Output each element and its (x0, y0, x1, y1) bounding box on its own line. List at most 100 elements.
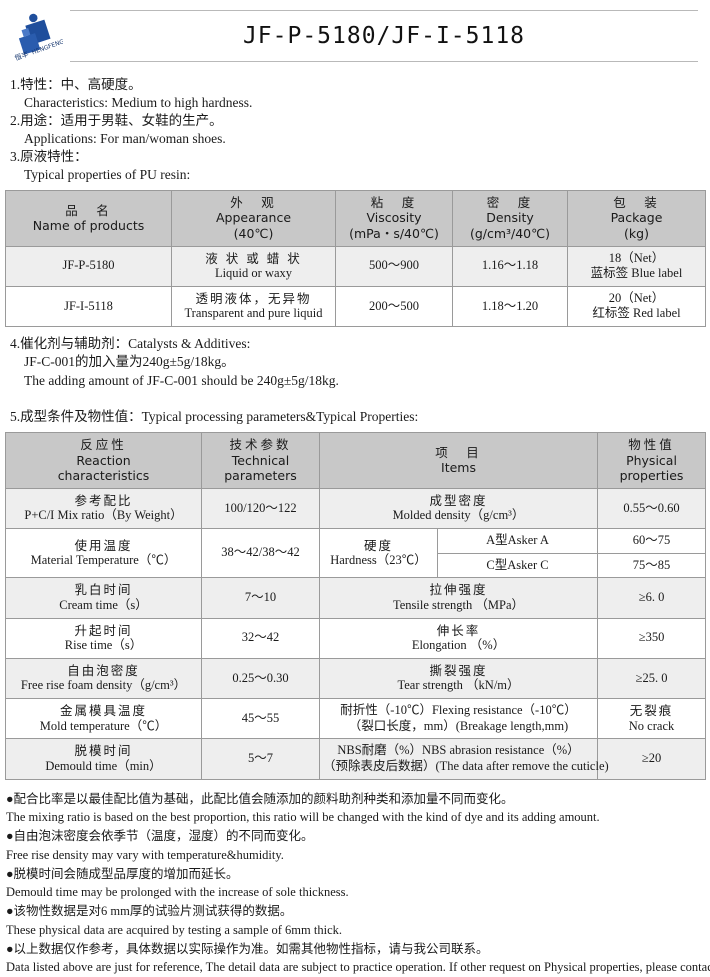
table2-row2-reaction: 使用温度 Material Temperature（℃） (5, 528, 202, 579)
table2-row5-phys: ≥25. 0 (597, 657, 707, 700)
table1-col-package-en: Package (610, 210, 663, 226)
table2-row4-phys: ≥350 (597, 617, 707, 659)
table2-row5-item-en: Tear strength （kN/m） (397, 678, 520, 693)
page-header: 恒丰 HENGFENG JF-P-5180/JF-I-5118 (0, 0, 710, 72)
table1-header-row: 品 名 Name of products 外 观 Appearance (40℃… (5, 189, 706, 247)
table2-col-technical-en2: parameters (224, 468, 297, 484)
table1-col-name: 品 名 Name of products (5, 189, 172, 247)
table1-col-appearance-en: Appearance (215, 210, 292, 226)
table1-col-density-unit: (g/cm³/40℃) (469, 225, 551, 241)
table2-asker-a-value: 60～75 (597, 528, 707, 554)
footer-notes: ●配合比率是以最佳配比值为基础，此配比值会随添加的颜料助剂种类和添加量不同而变化… (0, 780, 710, 977)
table2-row3-tech: 7～10 (201, 577, 320, 619)
table-row: 参考配比 P+C/I Mix ratio（By Weight） 100/120～… (5, 487, 707, 530)
table1-row1-package: 18（Net） 蓝标签 Blue label (567, 245, 706, 287)
intro-list: 1.特性：中、高硬度。 Characteristics: Medium to h… (0, 72, 710, 184)
table2-row6-item-line1: 耐折性（-10℃）Flexing resistance（-10℃） (340, 703, 577, 718)
table1-col-viscosity-en: Viscosity (366, 210, 422, 226)
table1-col-density: 密 度 Density (g/cm³/40℃) (452, 189, 568, 247)
intro-item-1-num: 1. (10, 77, 21, 92)
table2-col-items-en: Items (441, 460, 476, 476)
table-row: JF-P-5180 液 状 或 蜡 状 Liquid or waxy 500～9… (5, 245, 706, 287)
section5-cn: 成型条件及物性值：Typical processing parameters&T… (20, 408, 419, 424)
table2-row1-tech: 100/120～122 (201, 487, 320, 530)
table2-col-technical-cn: 技术参数 (229, 436, 292, 452)
table1-row2-appearance-en: Transparent and pure liquid (184, 306, 323, 321)
section4-line1: 4.催化剂与辅助剂：Catalysts & Additives: (10, 335, 710, 353)
table2-row3-item-cn: 拉伸强度 (429, 582, 488, 598)
section4-line3: The adding amount of JF-C-001 should be … (24, 372, 339, 388)
table2-row2-hardness-cn: 硬度 (363, 537, 393, 553)
table2-row1-phys: 0.55～0.60 (597, 487, 707, 530)
table2-row7-reaction: 脱模时间 Demould time（min） (5, 738, 202, 780)
table1-row2-package-net: 20（Net） (608, 290, 665, 305)
note-1-cn: ●配合比率是以最佳配比值为基础，此配比值会随添加的颜料助剂种类和添加量不同而变化… (6, 791, 514, 806)
table2-row2-asker-c-label: C型Asker C (436, 552, 599, 579)
table2-row5-item: 撕裂强度 Tear strength （kN/m） (318, 657, 599, 700)
intro-item-3-cn-text: 原液特性： (20, 148, 88, 164)
table2-col-physical-cn: 物性值 (628, 436, 675, 452)
table1-col-viscosity: 粘 度 Viscosity (mPa・s/40℃) (335, 189, 453, 247)
table2-row1-item-cn: 成型密度 (429, 492, 488, 508)
table2-asker-c-text: C型Asker C (486, 557, 549, 572)
table2-row6-item: 耐折性（-10℃）Flexing resistance（-10℃） （裂口长度，… (318, 698, 599, 740)
company-diamond-logo: 恒丰 HENGFENG (8, 8, 64, 64)
table1-row1-package-net: 18（Net） (608, 250, 665, 265)
table2-row4-reaction: 升起时间 Rise time（s） (5, 617, 202, 659)
table2-row1-reaction-cn: 参考配比 (74, 492, 133, 508)
table2-row3-phys: ≥6. 0 (597, 577, 707, 619)
intro-item-1-cn-text: 特性：中、高硬度。 (20, 77, 142, 92)
note-2-cn: ●自由泡沫密度会依季节（温度，湿度）的不同而变化。 (6, 829, 314, 844)
table2-row1-item: 成型密度 Molded density（g/cm³） (318, 487, 599, 530)
title-rule-box: JF-P-5180/JF-I-5118 (70, 10, 698, 62)
table1-col-package: 包 装 Package (kg) (567, 189, 706, 247)
table2-row2-hardness-en: Hardness（23℃） (330, 553, 427, 568)
table1-row1-appearance: 液 状 或 蜡 状 Liquid or waxy (171, 245, 336, 287)
svg-text:恒丰: 恒丰 (13, 49, 29, 62)
section4-line2: JF-C-001的加入量为240g±5g/18kg。 (24, 354, 235, 370)
table2-row4-item: 伸长率 Elongation （%） (318, 617, 599, 659)
table-row: 金属模具温度 Mold temperature（℃） 45～55 耐折性（-10… (5, 698, 707, 740)
table-row: 乳白时间 Cream time（s） 7～10 拉伸强度 Tensile str… (5, 577, 707, 619)
intro-item-2-en-text: Applications: For man/woman shoes. (24, 130, 226, 146)
table1-row1-viscosity: 500～900 (335, 245, 453, 287)
table1-row2-appearance-cn: 透明液体，无异物 (195, 290, 312, 306)
table2-row2-asker-a-label: A型Asker A (436, 528, 599, 554)
table2-row5-reaction-en: Free rise foam density（g/cm³） (20, 678, 187, 693)
table2-col-physical-en1: Physical (626, 452, 677, 468)
intro-item-2-cn: 2.用途：适用于男鞋、女鞋的生产。 (10, 112, 710, 130)
table2-col-items-cn: 项 目 (435, 444, 482, 460)
page-title: JF-P-5180/JF-I-5118 (242, 23, 526, 49)
table2-row4-reaction-en: Rise time（s） (64, 638, 143, 653)
table1-row2-name: JF-I-5118 (5, 285, 172, 328)
table2-row3-reaction: 乳白时间 Cream time（s） (5, 577, 202, 619)
intro-item-1-en-text: Characteristics: Medium to high hardness… (24, 94, 253, 110)
table-row: JF-I-5118 透明液体，无异物 Transparent and pure … (5, 285, 706, 328)
section5-line1: 5.成型条件及物性值：Typical processing parameters… (10, 408, 710, 426)
table-row: 使用温度 Material Temperature（℃） 38～42/38～42… (5, 528, 707, 579)
processing-parameters-table: 反应性 Reaction characteristics 技术参数 Techni… (5, 431, 707, 780)
intro-item-2-en: Applications: For man/woman shoes. (10, 130, 710, 148)
table1-col-package-cn: 包 装 (613, 194, 660, 210)
intro-item-1-en: Characteristics: Medium to high hardness… (10, 94, 710, 112)
table2-row7-phys: ≥20 (597, 738, 707, 780)
table2-row1-item-en: Molded density（g/cm³） (392, 508, 525, 523)
table1-row1-density: 1.16～1.18 (452, 245, 568, 287)
note-3-cn: ●脱模时间会随成型品厚度的增加而延长。 (6, 866, 239, 881)
table1-row2-viscosity: 200～500 (335, 285, 453, 328)
intro-item-3-en: Typical properties of PU resin: (10, 166, 710, 184)
table2-col-items: 项 目 Items (318, 431, 599, 489)
note-4-cn: ●该物性数据是对6 mm厚的试验片测试获得的数据。 (6, 904, 293, 919)
table2-col-technical-en1: Technical (231, 452, 290, 468)
table2-row7-item-line1: NBS耐磨（%）NBS abrasion resistance（%） (337, 743, 580, 758)
note-3-en: Demould time may be prolonged with the i… (6, 885, 349, 900)
table2-row2-reaction-en: Material Temperature（℃） (30, 553, 177, 568)
intro-item-3-num: 3. (10, 148, 21, 164)
table1-col-name-cn: 品 名 (65, 202, 112, 218)
intro-item-2-num: 2. (10, 112, 21, 128)
table2-row5-item-cn: 撕裂强度 (429, 662, 488, 678)
table2-col-reaction-en1: Reaction (76, 452, 131, 468)
table2-col-physical-en2: properties (619, 468, 684, 484)
table1-row2-package-label: 红标签 Red label (592, 306, 681, 321)
intro-item-2-cn-text: 用途：适用于男鞋、女鞋的生产。 (20, 112, 223, 128)
